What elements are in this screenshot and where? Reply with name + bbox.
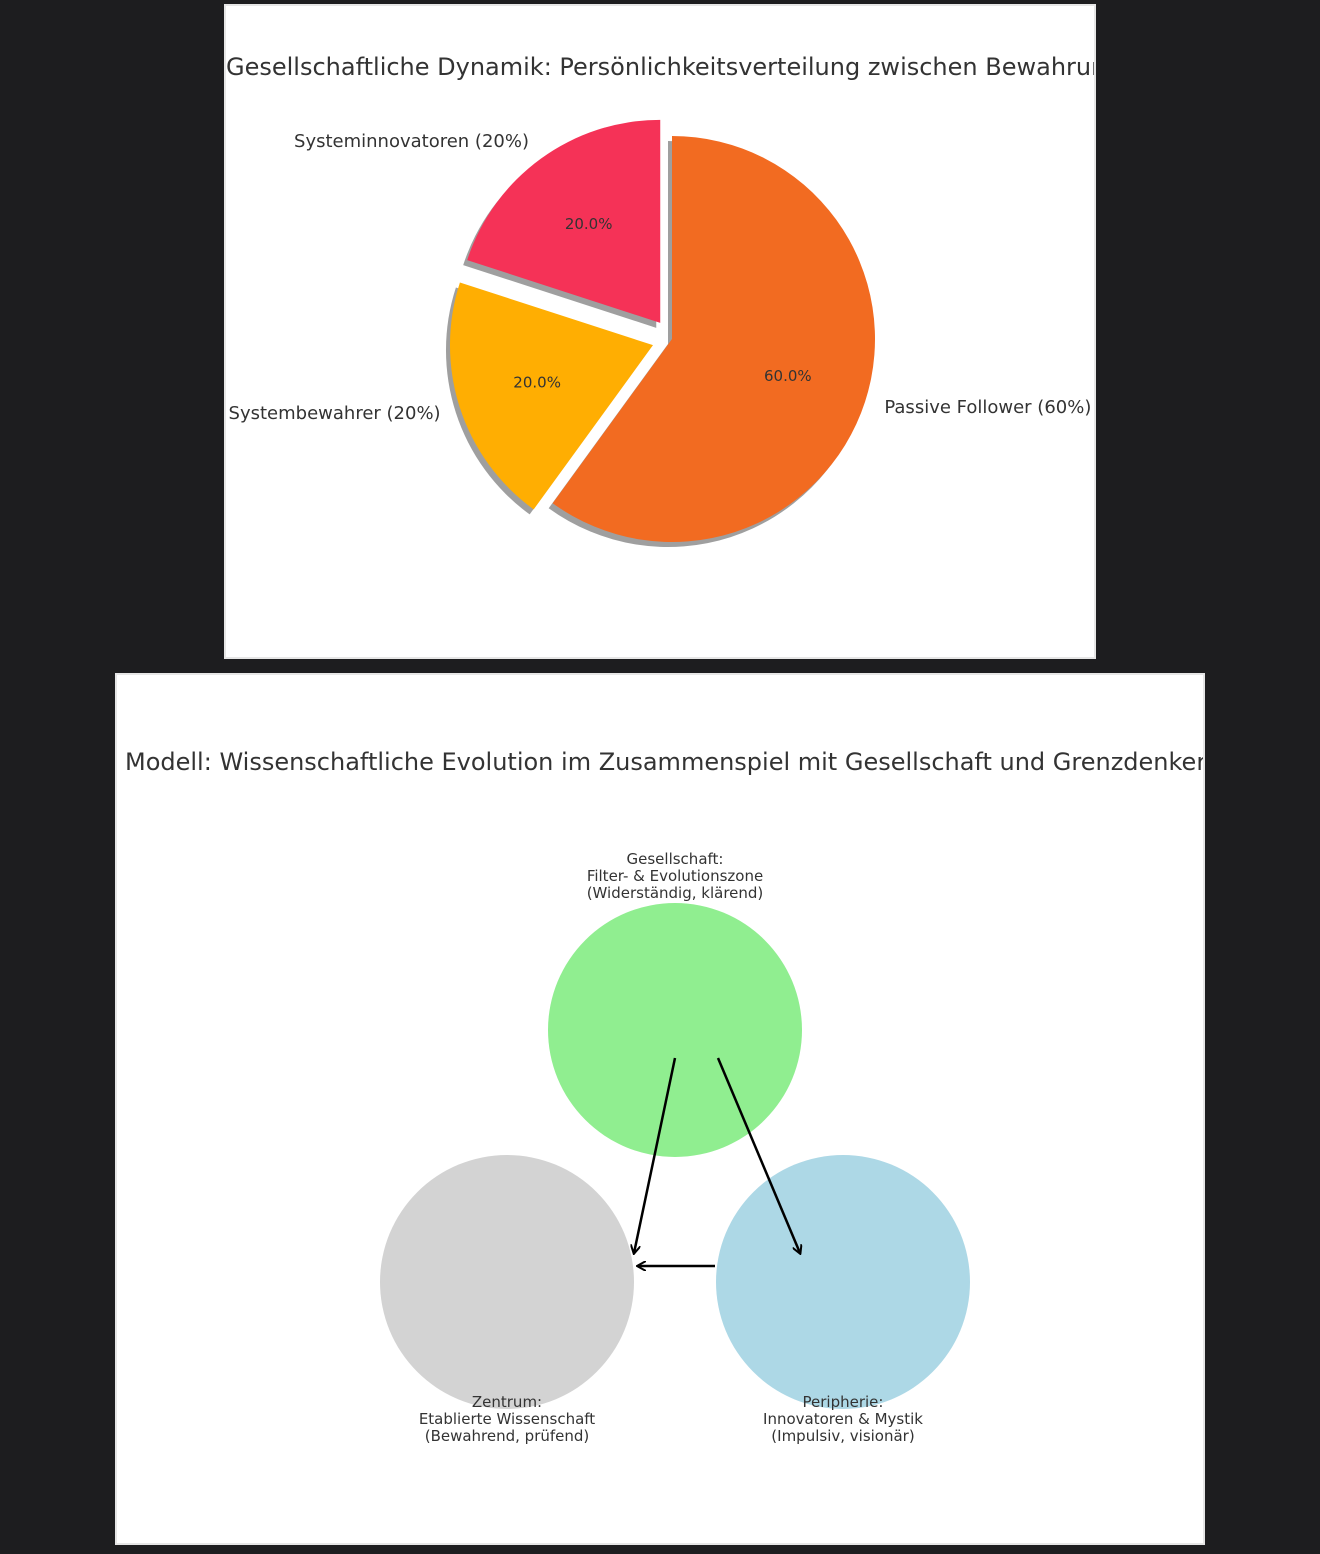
- diagram-nodes: [380, 903, 970, 1409]
- node-zentrum-label-line: (Bewahrend, prüfend): [425, 1427, 590, 1445]
- node-zentrum-label-line: Zentrum:: [472, 1393, 542, 1411]
- diagram-edges: [634, 1057, 800, 1266]
- pie-slice: [449, 282, 653, 510]
- node-peripherie-label-line: Innovatoren & Mystik: [763, 1410, 923, 1428]
- arrow-gesellschaft-to-zentrum: [634, 1057, 677, 1253]
- model-diagram: Gesellschaft:Filter- & Evolutionszone(Wi…: [380, 850, 970, 1445]
- node-zentrum: [380, 1155, 634, 1409]
- node-gesellschaft-label-line: Gesellschaft:: [627, 850, 724, 868]
- pie-chart-title: Gesellschaftliche Dynamik: Persönlichkei…: [226, 53, 1094, 81]
- model-diagram-panel: Modell: Wissenschaftliche Evolution im Z…: [115, 673, 1205, 1545]
- arrow-gesellschaft-to-peripherie: [716, 1057, 800, 1253]
- pie-labels: 20.0% Systeminnovatoren (20%) 20.0% Systemb…: [229, 131, 1092, 424]
- pie-slices: [449, 119, 876, 542]
- model-diagram-title: Modell: Wissenschaftliche Evolution im Z…: [125, 748, 1205, 776]
- pie-category-label: Systeminnovatoren (20%): [294, 131, 529, 152]
- diagram-labels: Gesellschaft:Filter- & Evolutionszone(Wi…: [419, 850, 923, 1445]
- node-gesellschaft-label-line: Filter- & Evolutionszone: [587, 867, 763, 885]
- pie-slice: [552, 136, 876, 542]
- node-peripherie-label-line: (Impulsiv, visionär): [771, 1427, 914, 1445]
- pie-pct-label: 20.0%: [513, 373, 561, 391]
- node-zentrum-label-line: Etablierte Wissenschaft: [419, 1410, 595, 1428]
- node-gesellschaft: [548, 903, 802, 1157]
- pie-category-label: Systembewahrer (20%): [229, 403, 441, 424]
- node-peripherie: [716, 1155, 970, 1409]
- pie-slice: [467, 119, 661, 323]
- pie-category-label: Passive Follower (60%): [884, 397, 1091, 418]
- pie-pct-label: 20.0%: [565, 215, 613, 233]
- node-gesellschaft-label-line: (Widerständig, klärend): [587, 884, 764, 902]
- pie-chart: 20.0% Systeminnovatoren (20%) 20.0% Systemb…: [229, 119, 1092, 547]
- pie-chart-panel: Gesellschaftliche Dynamik: Persönlichkei…: [224, 4, 1096, 659]
- pie-pct-label: 60.0%: [764, 367, 812, 385]
- node-peripherie-label-line: Peripherie:: [803, 1393, 884, 1411]
